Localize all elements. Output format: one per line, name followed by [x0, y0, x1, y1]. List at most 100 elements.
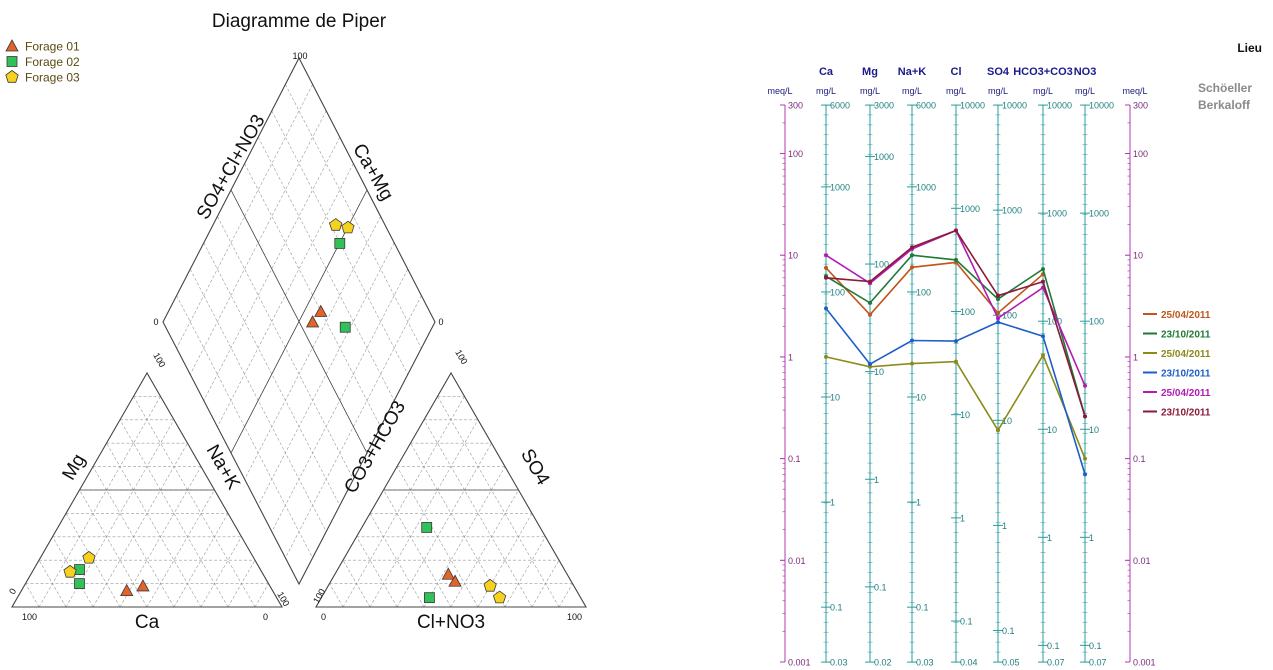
series-4-point-6 — [1041, 334, 1045, 339]
axis-5-tick-2: 1000 — [1002, 206, 1022, 216]
legend-label-3: Forage 03 — [25, 71, 80, 85]
anion-tick-right-bottom: 100 — [567, 612, 582, 622]
series-5-point-1 — [824, 253, 828, 258]
anion-label-clno3: Cl+NO3 — [417, 612, 485, 633]
schoeller-legend-label-3: 25/04/2011 — [1161, 349, 1211, 360]
series-6-point-2 — [868, 279, 872, 284]
schoeller-diagram: Lieu Schöeller Berkaloff meq/L3001001010… — [767, 41, 1262, 668]
series-3-point-6 — [1041, 353, 1045, 358]
legend-marker-2 — [6, 56, 18, 67]
axis-2-tick-4: 10 — [874, 367, 884, 377]
series-4-point-2 — [868, 362, 872, 367]
cation-tick-left-top: 0 — [7, 587, 18, 596]
legend-label-1: Forage 01 — [25, 40, 80, 54]
meq-tick-left-7: 0.001 — [788, 658, 811, 668]
axis-header-3: Na+K — [898, 66, 926, 78]
schoeller-legend-label-1: 25/04/2011 — [1161, 310, 1211, 321]
cation-tick-right-side: 100 — [275, 590, 291, 608]
axis-header-5: SO4 — [987, 66, 1010, 78]
schoeller-legend-label-5: 25/04/2011 — [1161, 388, 1211, 399]
anion-point-4 — [423, 592, 435, 604]
anion-tick-apex: 100 — [453, 348, 469, 366]
meq-tick-right-4: 1 — [1133, 352, 1138, 362]
series-6-point-7 — [1083, 414, 1087, 419]
axis-7-tick-5: 1 — [1089, 533, 1094, 543]
axis-6-tick-5: 1 — [1047, 533, 1052, 543]
legend-marker-1 — [5, 39, 19, 52]
meq-tick-left-5: 0.1 — [788, 454, 801, 464]
axis-1-tick-7: 0.03 — [830, 658, 848, 668]
diamond-outline — [162, 56, 436, 586]
axis-3-tick-4: 10 — [916, 393, 926, 403]
series-2-point-4 — [954, 257, 958, 262]
axis-4-tick-2: 1000 — [960, 204, 980, 214]
diamond-tick-left: 0 — [153, 317, 158, 327]
axis-5-tick-4: 10 — [1002, 416, 1012, 426]
axis-header-1: Ca — [819, 66, 834, 78]
meq-tick-right-7: 0.001 — [1133, 658, 1156, 668]
legend-label-2: Forage 02 — [25, 55, 80, 69]
axis-5-tick-6: 0.1 — [1002, 626, 1015, 636]
axis-2-tick-7: 0.02 — [874, 658, 892, 668]
axis-header-6: HCO3+CO3 — [1013, 66, 1073, 78]
anion-tick-left-top: 100 — [311, 587, 327, 605]
series-2-point-3 — [910, 253, 914, 258]
series-1-point-1 — [824, 265, 828, 270]
axis-header-4: Cl — [951, 66, 962, 78]
schoeller-legend-label-2: 23/10/2011 — [1161, 330, 1211, 341]
axis-6-tick-3: 100 — [1047, 317, 1062, 327]
axis-2-tick-5: 1 — [874, 475, 879, 485]
series-6-point-3 — [910, 245, 914, 250]
series-3-point-4 — [954, 359, 958, 364]
series-4-point-1 — [824, 306, 828, 311]
axis-7-tick-2: 1000 — [1089, 209, 1109, 219]
axis-2-tick-6: 0.1 — [874, 582, 887, 592]
diamond-label-so4clno3: SO4+Cl+NO3 — [193, 111, 270, 223]
axis-4-tick-3: 100 — [960, 307, 975, 317]
axis-3-tick-2: 1000 — [916, 182, 936, 192]
axis-2-tick-2: 1000 — [874, 152, 894, 162]
series-4-point-7 — [1083, 472, 1087, 477]
axis-6-tick-4: 10 — [1047, 425, 1057, 435]
axis-unit-1: mg/L — [816, 86, 836, 96]
anion-point-5 — [483, 578, 497, 592]
series-2-point-5 — [996, 297, 1000, 302]
axis-3-tick-1: 6000 — [916, 101, 936, 111]
meq-tick-left-1: 300 — [788, 101, 803, 111]
anion-point-6 — [492, 590, 507, 604]
axis-6-tick-7: 0.07 — [1047, 658, 1065, 668]
axis-unit-7: mg/L — [1075, 86, 1095, 96]
meq-tick-right-3: 10 — [1133, 251, 1143, 261]
series-6-point-1 — [824, 275, 828, 280]
series-6-point-4 — [954, 228, 958, 233]
series-1-point-3 — [910, 265, 914, 270]
axis-2-tick-3: 100 — [874, 260, 889, 270]
diamond-tick-top: 100 — [292, 51, 307, 61]
series-5-point-5 — [996, 316, 1000, 321]
meq-tick-left-6: 0.01 — [788, 556, 806, 566]
cation-point-4 — [74, 578, 85, 589]
axis-3-tick-3: 100 — [916, 287, 931, 297]
axis-5-tick-5: 1 — [1002, 521, 1007, 531]
axis-3-tick-5: 1 — [916, 498, 921, 508]
meq-tick-right-6: 0.01 — [1133, 556, 1151, 566]
series-4-point-3 — [910, 338, 914, 343]
diamond-point-5 — [341, 220, 355, 234]
axis-2-tick-1: 3000 — [874, 101, 894, 111]
meq-unit-right: meq/L — [1122, 86, 1147, 96]
series-5-point-7 — [1083, 383, 1087, 388]
piper-points — [63, 218, 507, 604]
schoeller-series — [824, 228, 1087, 477]
schoeller-subtitle-line1: Schöeller — [1198, 81, 1252, 95]
axis-unit-6: mg/L — [1033, 86, 1053, 96]
axis-1-tick-6: 0.1 — [830, 603, 843, 613]
axis-4-tick-5: 1 — [960, 513, 965, 523]
cation-point-1 — [120, 583, 134, 597]
diamond-point-6 — [329, 218, 343, 231]
axis-unit-5: mg/L — [988, 86, 1008, 96]
axis-4-tick-6: 0.1 — [960, 617, 973, 627]
axis-7-tick-6: 0.1 — [1089, 641, 1102, 651]
